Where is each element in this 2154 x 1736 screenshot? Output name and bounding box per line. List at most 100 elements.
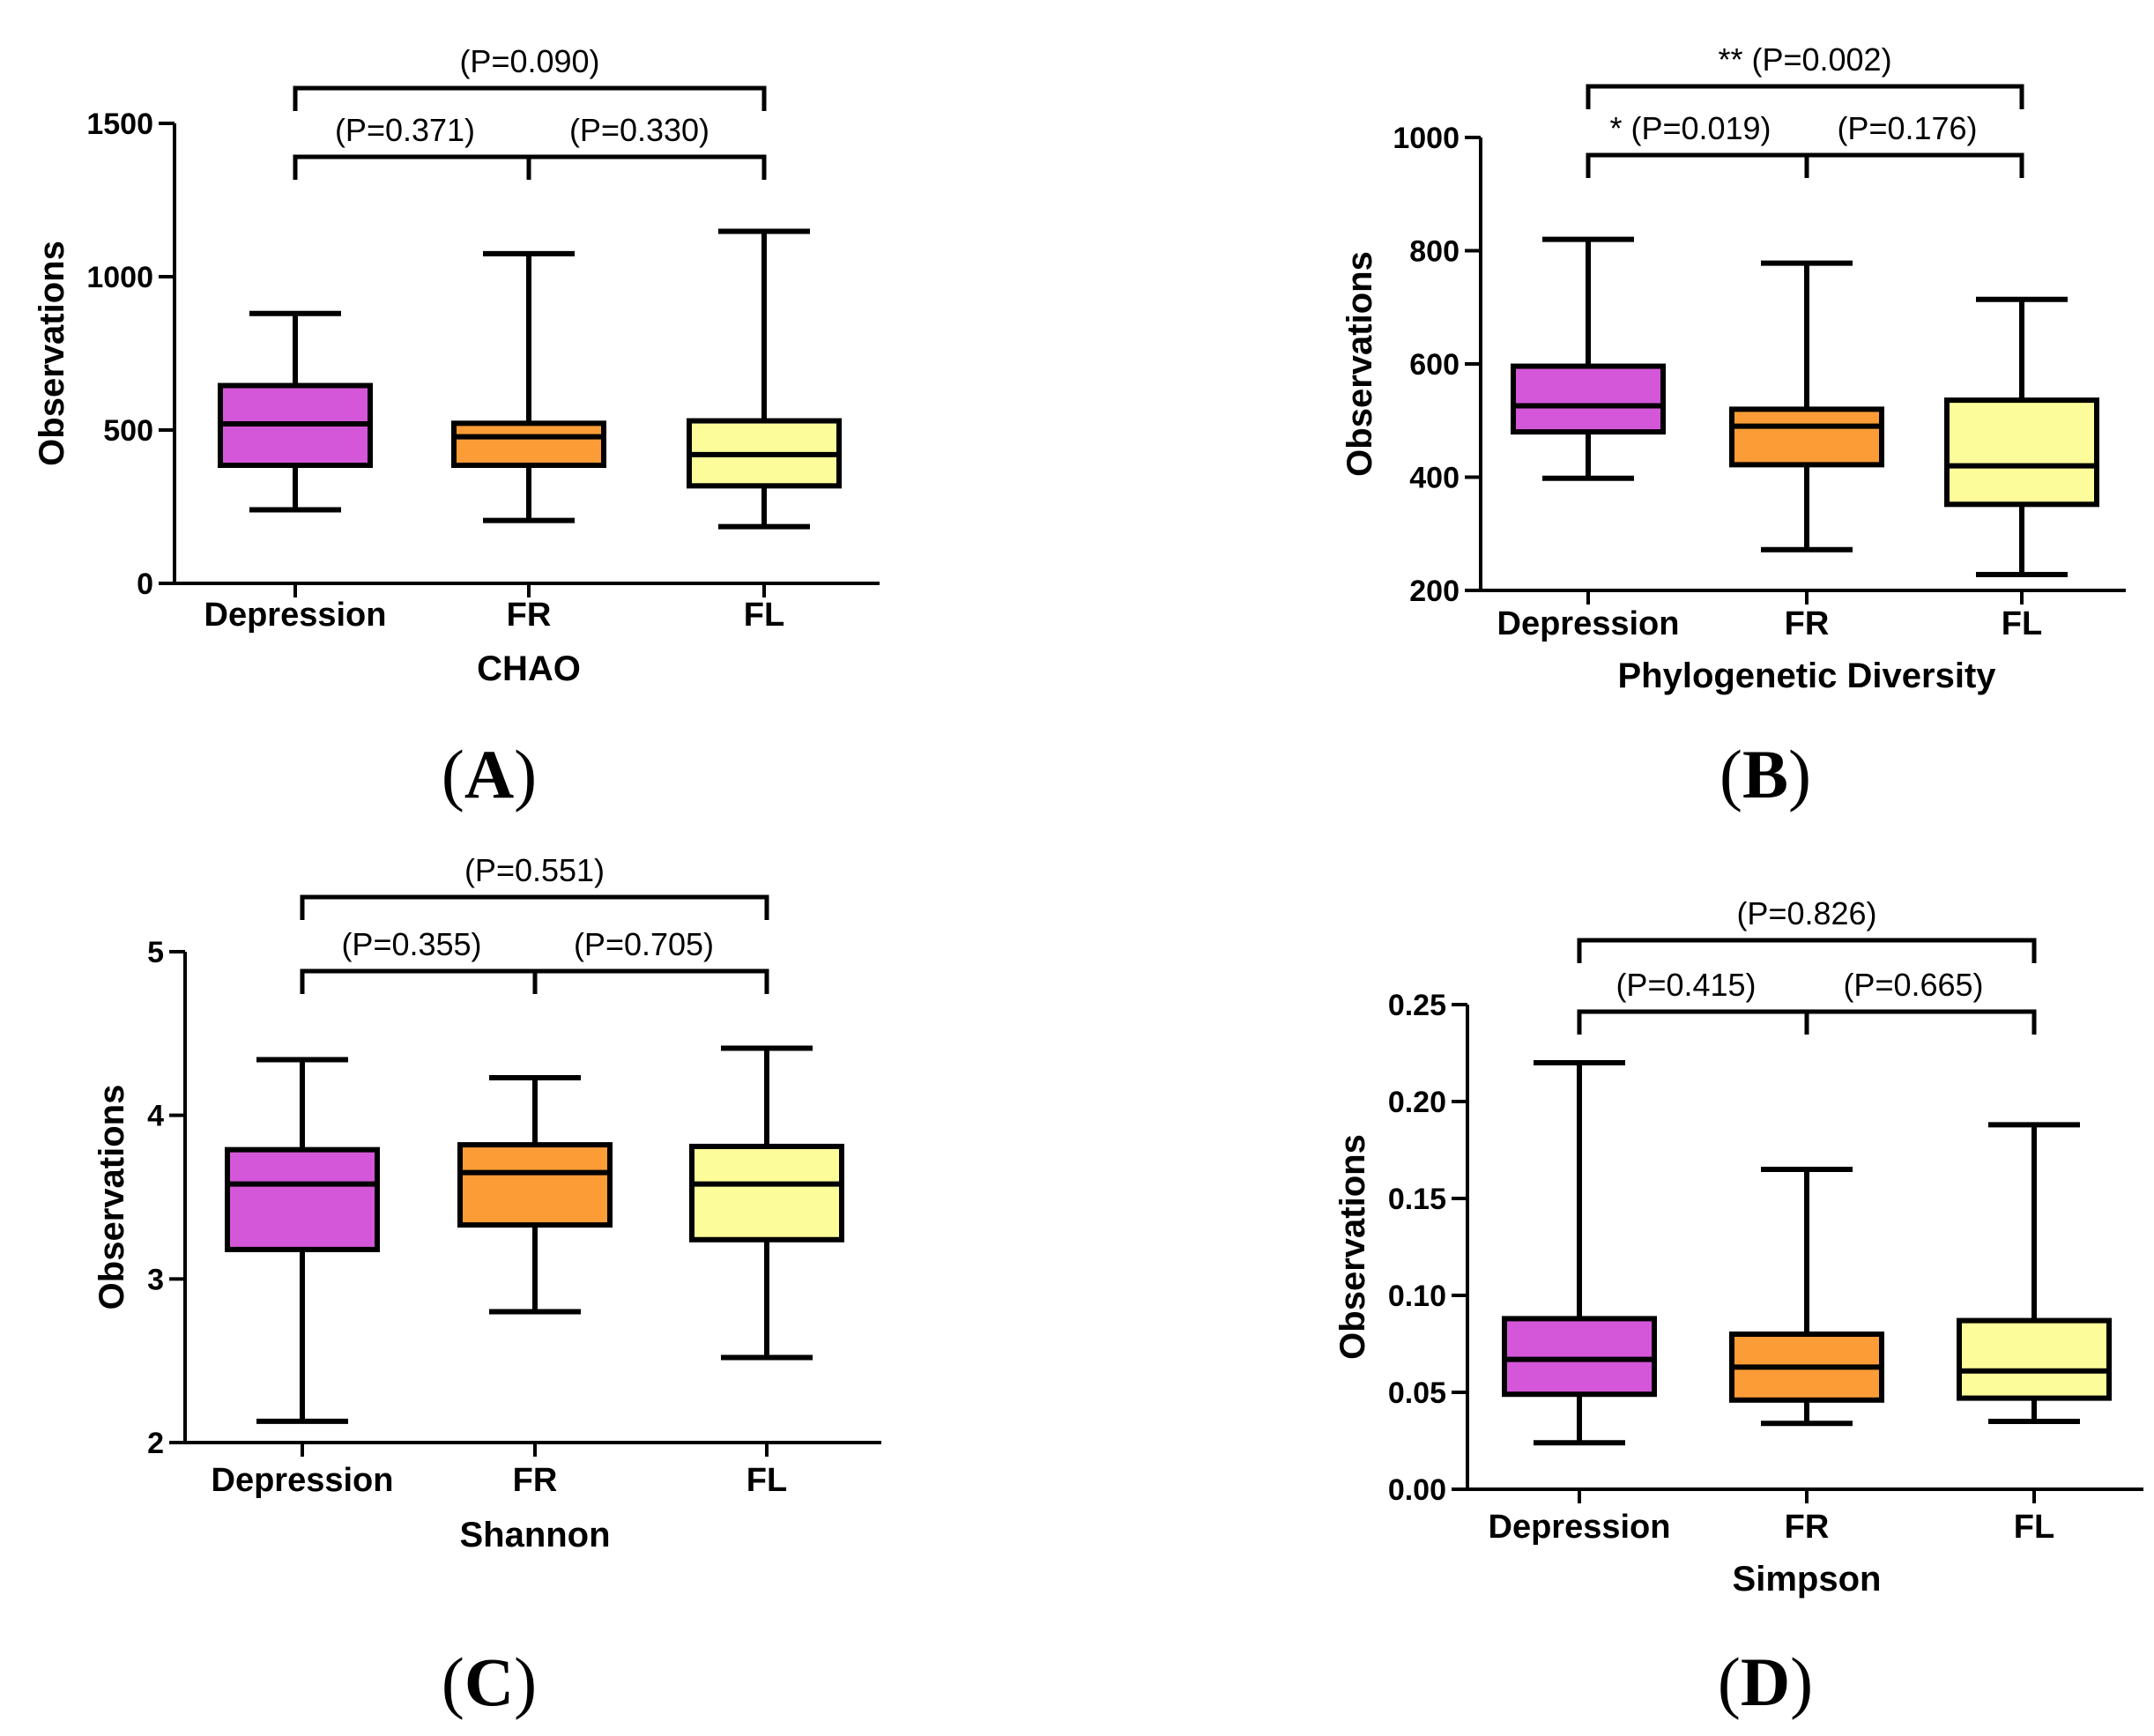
comparison-bracket: ** (P=0.002) [1586, 41, 2024, 109]
y-tick-label: 5 [147, 936, 164, 969]
box-fr [1729, 1167, 1884, 1427]
panel-label: (D) [1718, 1643, 1813, 1720]
x-category-label: FR [507, 597, 552, 634]
bracket-line [1804, 1009, 2037, 1035]
comparison-bracket: (P=0.330) [526, 112, 767, 180]
x-category-label: Depression [1497, 605, 1680, 642]
x-category-label: Depression [212, 1462, 394, 1499]
box-fl [687, 228, 842, 530]
iqr-box [689, 1143, 844, 1243]
bracket-line [1586, 152, 1809, 178]
comparison-bracket: (P=0.826) [1577, 895, 2037, 963]
bracket-line [1586, 84, 2024, 109]
y-tick-label: 0.20 [1388, 1086, 1446, 1119]
box-depression [225, 1057, 380, 1424]
p-value-label: (P=0.176) [1837, 110, 1977, 146]
bracket-line [293, 85, 767, 111]
iqr-box [1502, 1316, 1657, 1398]
p-value-label: (P=0.705) [574, 926, 714, 962]
p-value-label: (P=0.665) [1843, 967, 1983, 1003]
p-value-label: (P=0.355) [341, 926, 481, 962]
comparison-bracket: (P=0.090) [293, 43, 767, 111]
x-category-label: FL [2002, 605, 2042, 642]
y-tick-label: 0.00 [1388, 1473, 1446, 1507]
p-value-label: * (P=0.019) [1609, 110, 1771, 146]
comparison-bracket: (P=0.415) [1577, 967, 1809, 1035]
x-category-label: FR [1785, 1509, 1830, 1546]
box-fl [1957, 1122, 2112, 1424]
x-axis-title: Shannon [459, 1516, 610, 1554]
comparison-bracket: (P=0.705) [532, 926, 769, 994]
p-value-label: (P=0.330) [569, 112, 709, 148]
comparison-bracket: (P=0.551) [300, 852, 769, 920]
y-tick-label: 200 [1409, 575, 1460, 608]
x-category-label: FR [1785, 605, 1830, 642]
comparison-bracket: (P=0.371) [293, 112, 531, 180]
y-tick-label: 0.10 [1388, 1280, 1446, 1313]
iqr-box [1511, 363, 1666, 435]
bracket-line [532, 968, 769, 994]
p-value-label: (P=0.415) [1616, 967, 1756, 1003]
comparison-bracket: (P=0.665) [1804, 967, 2037, 1035]
y-tick-label: 1500 [86, 108, 153, 141]
box-depression [218, 310, 373, 513]
iqr-box [1729, 406, 1884, 468]
bracket-line [293, 154, 531, 180]
chart-panel-b: 200 400 600 800 1000 Observations Depression FR… [1341, 41, 2126, 812]
panel-label: (A) [442, 736, 537, 812]
x-axis-title: Simpson [1733, 1560, 1882, 1599]
y-axis-title: Observations [1341, 251, 1379, 477]
y-tick-label: 1000 [86, 261, 153, 294]
p-value-label: ** (P=0.002) [1718, 41, 1891, 78]
y-tick-label: 0.25 [1388, 989, 1446, 1022]
x-category-label: Depression [1489, 1509, 1671, 1546]
bracket-line [1577, 1009, 1809, 1035]
y-axis-title: Observations [1333, 1134, 1372, 1360]
y-tick-label: 4 [147, 1100, 164, 1133]
x-category-label: Depression [204, 597, 387, 634]
box-depression [1502, 1060, 1657, 1446]
y-tick-label: 3 [147, 1263, 164, 1296]
y-tick-label: 0.05 [1388, 1376, 1446, 1410]
iqr-box [451, 420, 606, 469]
iqr-box [1944, 397, 2099, 508]
comparison-bracket: (P=0.355) [300, 926, 538, 994]
comparison-bracket: (P=0.176) [1804, 110, 2024, 178]
box-fr [451, 250, 606, 523]
x-category-label: FL [746, 1462, 787, 1499]
chart-panel-d: 0.00 0.05 0.10 0.15 0.20 0.25 Observations Depr… [1333, 895, 2143, 1720]
box-depression [1511, 236, 1666, 481]
iqr-box [1957, 1317, 2112, 1401]
box-fr [1729, 260, 1884, 553]
chart-panel-c: 2 3 4 5 Observations Depression FR FL Shannon (P=… [93, 852, 881, 1720]
y-tick-label: 800 [1409, 235, 1460, 269]
bracket-line [1577, 938, 2037, 963]
p-value-label: (P=0.371) [335, 112, 475, 148]
y-axis-title: Observations [33, 241, 71, 466]
bracket-line [300, 968, 538, 994]
y-tick-label: 1000 [1393, 122, 1460, 155]
y-tick-label: 0.15 [1388, 1183, 1446, 1216]
panel-label: (C) [442, 1643, 537, 1720]
box-fl [1944, 296, 2099, 578]
x-category-label: FR [513, 1462, 558, 1499]
p-value-label: (P=0.826) [1736, 895, 1876, 931]
x-axis-title: Phylogenetic Diversity [1617, 657, 1996, 695]
y-axis-title: Observations [93, 1085, 131, 1310]
y-tick-label: 600 [1409, 348, 1460, 382]
box-fl [689, 1045, 844, 1361]
x-category-label: FL [2014, 1509, 2054, 1546]
bracket-line [1804, 152, 2024, 178]
p-value-label: (P=0.551) [464, 852, 605, 888]
p-value-label: (P=0.090) [459, 43, 599, 79]
y-tick-label: 0 [137, 568, 153, 601]
panel-label: (B) [1719, 736, 1811, 812]
x-axis-title: CHAO [477, 649, 581, 688]
chart-panel-a: 0 500 1000 1500 Observations Depression FR FL CH… [33, 43, 880, 812]
bracket-line [300, 894, 769, 920]
x-category-label: FL [744, 597, 784, 634]
comparison-bracket: * (P=0.019) [1586, 110, 1809, 178]
iqr-box [457, 1142, 613, 1228]
bracket-line [526, 154, 767, 180]
